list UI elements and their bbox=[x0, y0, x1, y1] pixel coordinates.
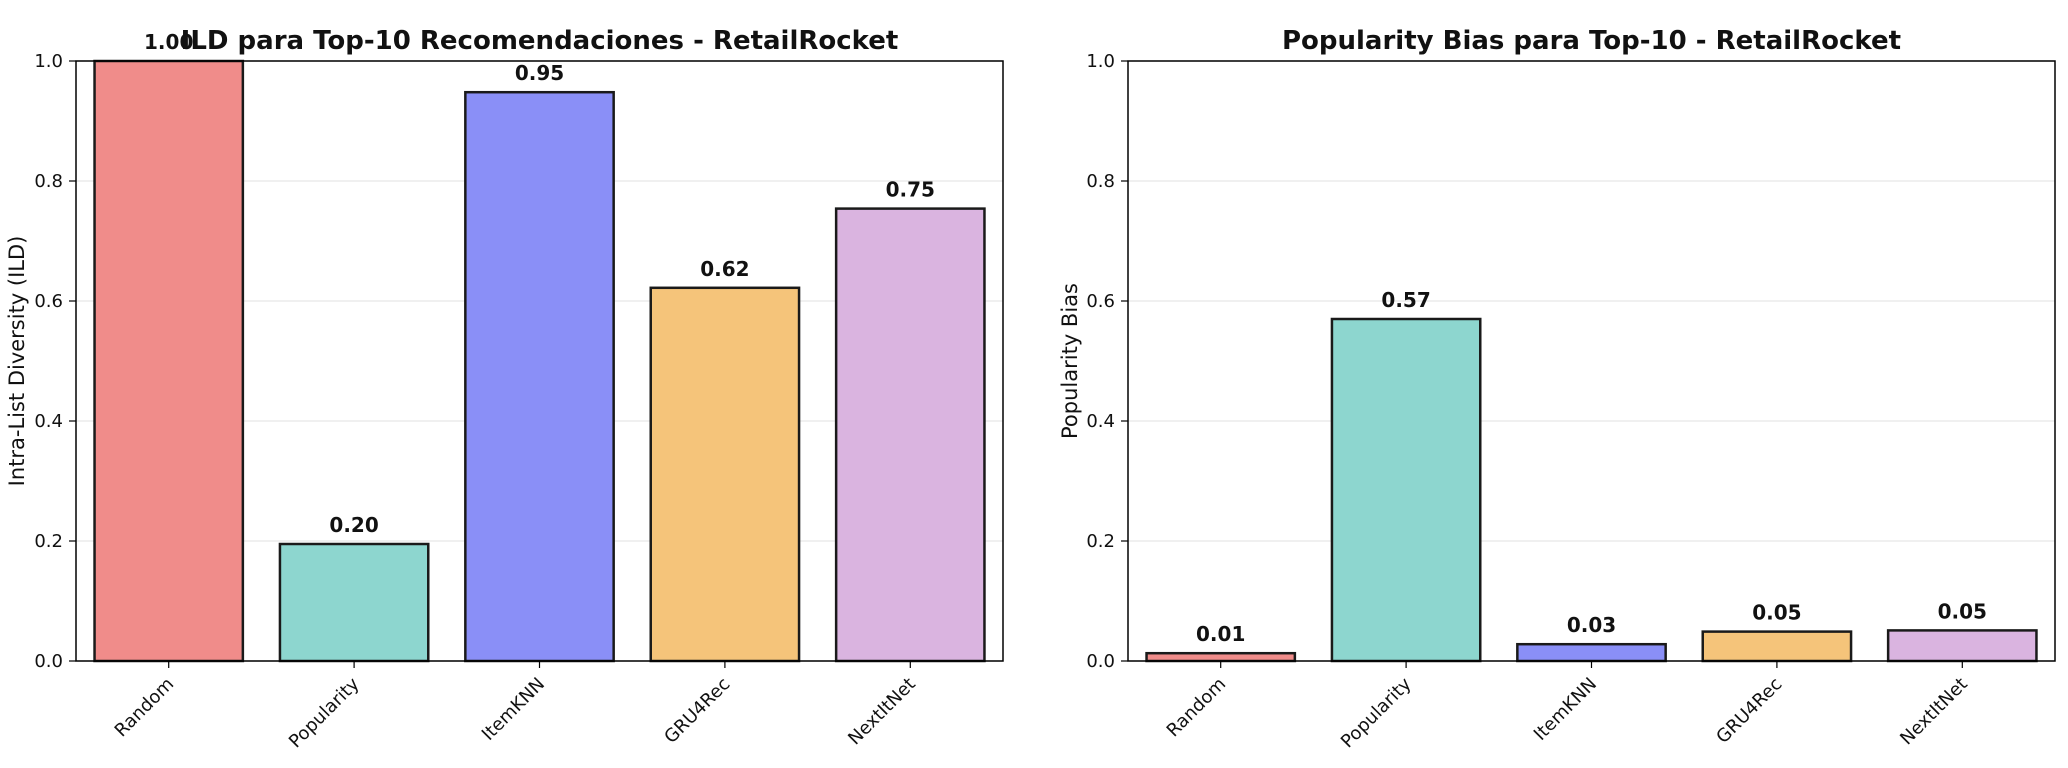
x-tick-label: NextItNet bbox=[1896, 674, 1972, 750]
x-tick-label: GRU4Rec bbox=[660, 674, 734, 748]
x-tick-label: ItemKNN bbox=[478, 674, 549, 745]
x-tick-label: GRU4Rec bbox=[1712, 674, 1786, 748]
y-tick-label: 0.0 bbox=[34, 651, 63, 672]
x-tick-label: NextItNet bbox=[844, 674, 920, 750]
data-label: 0.62 bbox=[700, 257, 749, 281]
plot-frame bbox=[75, 60, 1004, 662]
y-tick-label: 0.4 bbox=[34, 411, 63, 432]
y-tick-label: 0.4 bbox=[1086, 411, 1115, 432]
y-tick-label: 0.6 bbox=[34, 291, 63, 312]
data-label: 0.75 bbox=[886, 178, 935, 202]
bar-itemknn bbox=[464, 90, 615, 663]
x-tick-label: Popularity bbox=[1337, 673, 1416, 752]
y-axis-label: Popularity Bias bbox=[1058, 283, 1082, 439]
data-label: 0.95 bbox=[515, 61, 564, 85]
plot-frame bbox=[1127, 60, 2056, 662]
bar-itemknn bbox=[1516, 642, 1667, 663]
data-label: 0.01 bbox=[1196, 622, 1245, 646]
x-tick-label: Popularity bbox=[285, 673, 364, 752]
bar-nextitnet bbox=[834, 207, 986, 663]
bar-random bbox=[1145, 651, 1297, 663]
y-tick-label: 1.0 bbox=[1086, 51, 1115, 72]
y-tick-label: 0.2 bbox=[1086, 531, 1115, 552]
data-label: 0.05 bbox=[1938, 599, 1987, 623]
bar-random bbox=[93, 59, 245, 663]
y-axis-label: Intra-List Diversity (ILD) bbox=[5, 236, 29, 487]
y-tick-label: 0.6 bbox=[1086, 291, 1115, 312]
x-tick-label: Random bbox=[1163, 674, 1231, 742]
y-tick-label: 1.0 bbox=[34, 51, 63, 72]
bar-gru4rec bbox=[1701, 630, 1853, 663]
chart-panel-2: 0.0 0.2 0.4 0.6 0.8 1.0 Random 0.01 Popularity 0.… bbox=[1058, 26, 2056, 752]
y-tick-label: 0.8 bbox=[34, 171, 63, 192]
data-label: 0.03 bbox=[1567, 613, 1616, 637]
data-label: 1.00 bbox=[144, 30, 193, 54]
bar-nextitnet bbox=[1886, 629, 2038, 663]
chart-panel-1: 0.0 0.2 0.4 0.6 0.8 1.0 Random 1.00 Popularity 0.… bbox=[5, 26, 1004, 752]
x-tick-label: Random bbox=[111, 674, 179, 742]
chart-title: ILD para Top-10 Recomendaciones - Retail… bbox=[181, 26, 899, 56]
y-tick-label: 0.8 bbox=[1086, 171, 1115, 192]
data-label: 0.57 bbox=[1381, 288, 1430, 312]
y-tick-label: 0.0 bbox=[1086, 651, 1115, 672]
chart-title: Popularity Bias para Top-10 - RetailRock… bbox=[1282, 26, 1901, 56]
y-tick-label: 0.2 bbox=[34, 531, 63, 552]
data-label: 0.05 bbox=[1752, 601, 1801, 625]
data-label: 0.20 bbox=[329, 513, 378, 537]
bar-popularity bbox=[1330, 317, 1482, 663]
x-tick-label: ItemKNN bbox=[1530, 674, 1601, 745]
bar-popularity bbox=[278, 542, 430, 663]
bar-gru4rec bbox=[649, 286, 801, 663]
